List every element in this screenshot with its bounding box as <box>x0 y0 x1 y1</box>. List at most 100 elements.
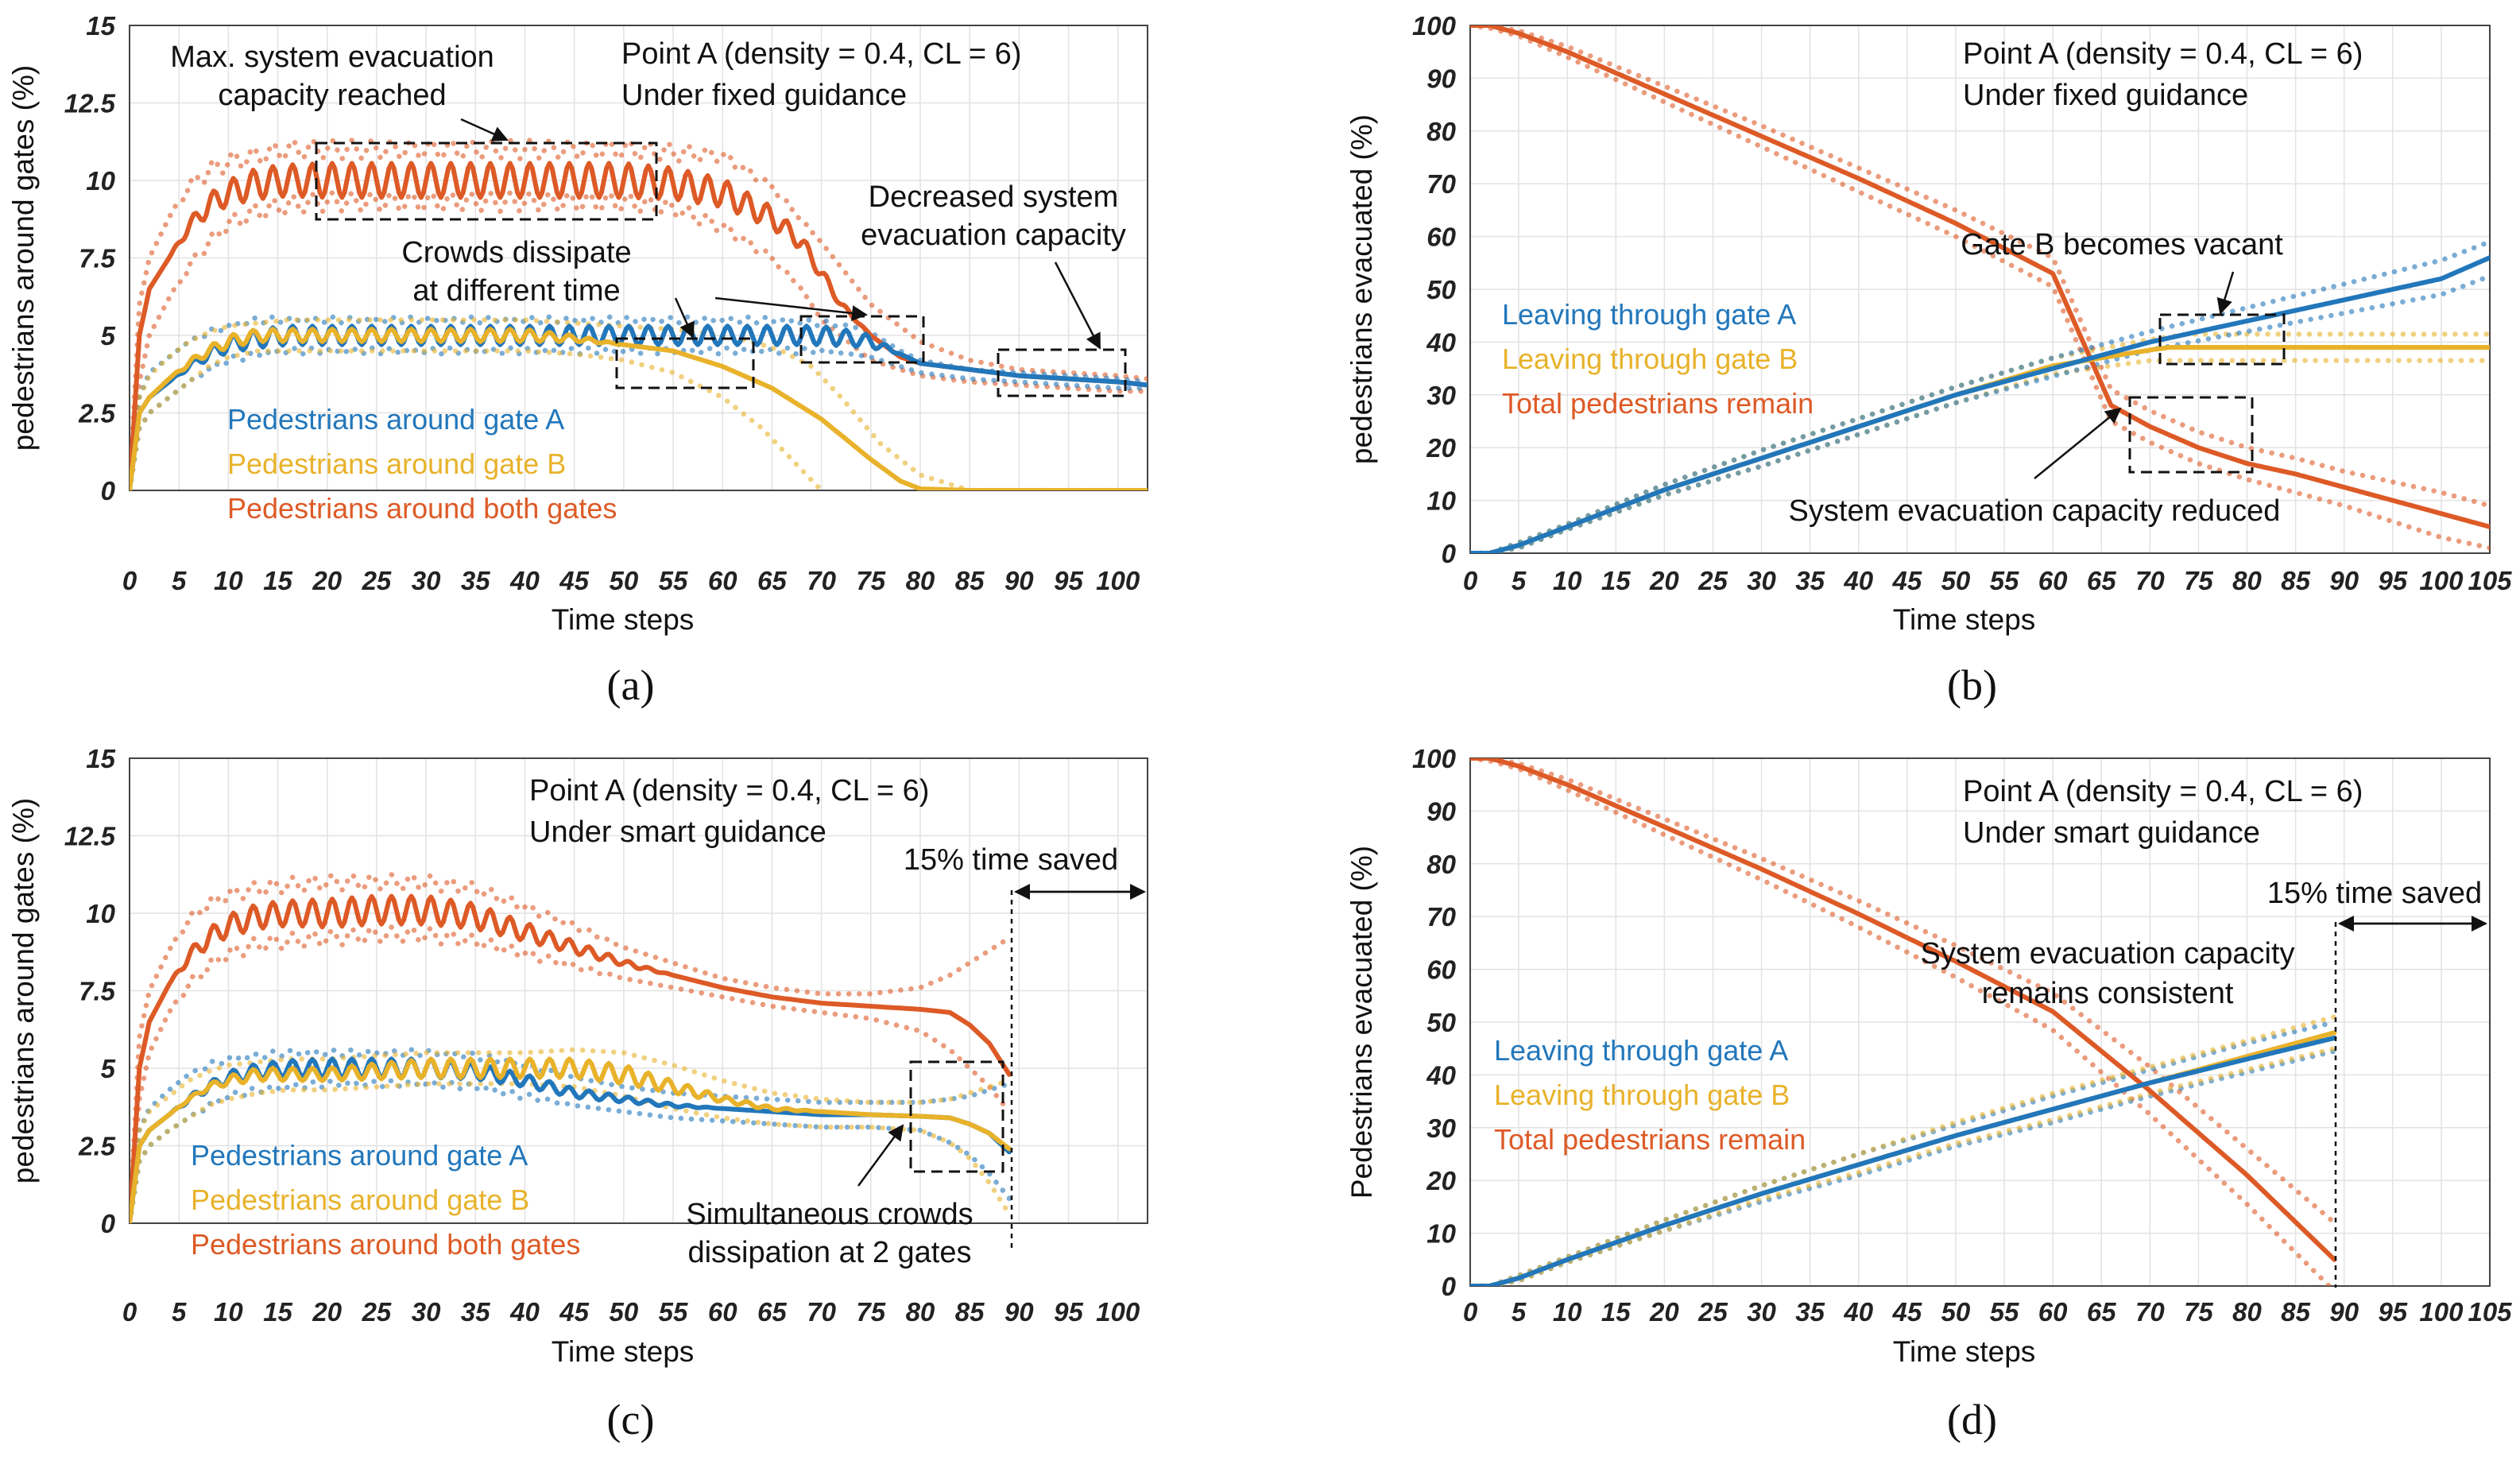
band-line-b-lower <box>130 1081 1012 1223</box>
y-tick-label: 70 <box>1426 902 1456 932</box>
y-tick-label: 12.5 <box>64 822 116 851</box>
y-tick-label: 2.5 <box>78 399 116 428</box>
legend-entry: Leaving through gate B <box>1494 1079 1790 1111</box>
panel-label: (a) <box>607 661 655 709</box>
series-line-leaving-through-gate-a <box>1470 1035 2337 1286</box>
x-tick-label: 25 <box>1697 566 1728 595</box>
x-tick-label: 20 <box>312 566 342 595</box>
chart-subtitle: Under smart guidance <box>1963 816 2260 850</box>
y-tick-label: 2.5 <box>78 1132 116 1161</box>
x-tick-label: 70 <box>807 566 836 595</box>
x-tick-label: 105 <box>2468 1297 2512 1327</box>
legend-entry: Total pedestrians remain <box>1494 1123 1806 1156</box>
annotation-text: 15% time saved <box>904 843 1118 877</box>
band-line-b-upper <box>130 317 1148 490</box>
y-tick-label: 80 <box>1426 117 1456 146</box>
x-axis-label: Time steps <box>552 1335 695 1368</box>
annotation-arrow <box>674 297 695 339</box>
annotation-arrow <box>460 118 509 141</box>
x-tick-label: 55 <box>659 566 688 595</box>
legend-entry: Pedestrians around gate A <box>227 403 564 436</box>
y-tick-label: 15 <box>86 11 115 41</box>
band-line-a-lower <box>1470 1048 2337 1286</box>
x-tick-label: 30 <box>1747 1297 1776 1327</box>
annotation-text: Decreased system <box>869 180 1119 214</box>
annotation-text: at different time <box>412 274 620 308</box>
dashed-highlight-box <box>2128 396 2254 474</box>
x-tick-label: 45 <box>559 566 589 595</box>
x-tick-label: 55 <box>1990 566 2019 595</box>
annotation-text: dissipation at 2 gates <box>687 1236 971 1269</box>
dashed-highlight-box <box>315 141 658 221</box>
x-tick-label: 10 <box>214 1297 243 1327</box>
x-tick-label: 95 <box>1054 566 1083 595</box>
x-tick-label: 65 <box>757 1297 787 1327</box>
x-tick-label: 0 <box>122 1297 137 1327</box>
x-tick-label: 0 <box>122 566 137 595</box>
x-tick-label: 45 <box>1891 1297 1922 1327</box>
legend-entry: Pedestrians around gate B <box>227 447 566 480</box>
band-line-a-lower <box>1470 273 2490 553</box>
x-tick-label: 55 <box>659 1297 688 1327</box>
y-tick-label: 60 <box>1426 955 1456 985</box>
x-tick-label: 60 <box>708 566 737 595</box>
chart-panel-d: 0 5 10 15 20 25 30 35 40 45 50 55 60 65 70 75 80 85 90 95 10… <box>1345 744 2512 1443</box>
x-tick-label: 60 <box>2038 566 2068 595</box>
annotation-arrow <box>2034 407 2122 479</box>
annotation-text: Max. system evacuation <box>170 41 494 74</box>
chart-panel-b: 0 5 10 15 20 25 30 35 40 45 50 55 60 65 70 75 80 85 90 95 10… <box>1345 11 2512 709</box>
x-tick-label: 30 <box>1747 566 1776 595</box>
x-tick-label: 5 <box>1512 566 1527 595</box>
x-tick-label: 65 <box>2087 566 2116 595</box>
series-group-b <box>1470 25 2490 553</box>
chart-title: Point A (density = 0.4, CL = 6) <box>1963 37 2363 71</box>
x-tick-label: 90 <box>1005 1297 1034 1327</box>
y-tick-label: 10 <box>1426 1219 1456 1249</box>
x-axis-label: Time steps <box>1893 1335 2036 1368</box>
band-line-b-lower <box>1470 1045 2337 1286</box>
x-tick-label: 60 <box>708 1297 737 1327</box>
x-tick-label: 35 <box>461 1297 490 1327</box>
x-tick-label: 30 <box>412 566 441 595</box>
chart-subtitle: Under fixed guidance <box>621 79 907 112</box>
x-tick-label: 95 <box>2378 566 2407 595</box>
annotation-arrow <box>2216 271 2235 315</box>
x-tick-label: 90 <box>2329 566 2359 595</box>
annotation-text: Crowds dissipate <box>401 236 631 269</box>
legend-entry: Pedestrians around gate B <box>191 1183 529 1216</box>
x-tick-label: 45 <box>559 1297 589 1327</box>
x-tick-label: 20 <box>1649 1297 1679 1327</box>
y-tick-label: 10 <box>86 166 115 196</box>
x-tick-label: 75 <box>2184 1297 2213 1327</box>
y-tick-label: 90 <box>1426 64 1456 93</box>
chart-title: Point A (density = 0.4, CL = 6) <box>1963 775 2363 808</box>
band-line-both-lower <box>130 190 1148 490</box>
x-tick-label: 100 <box>1096 1297 1140 1327</box>
x-tick-label: 35 <box>1795 566 1825 595</box>
x-tick-label: 35 <box>1795 1297 1825 1327</box>
dashed-highlight-box <box>615 337 755 389</box>
y-tick-label: 80 <box>1426 850 1456 879</box>
x-tick-label: 105 <box>2468 566 2512 595</box>
y-tick-label: 5 <box>101 321 116 351</box>
y-tick-label: 50 <box>1426 275 1456 304</box>
annotation-text: System evacuation capacity <box>1920 937 2294 970</box>
series-line-pedestrians-around-both-gates <box>130 893 1012 1223</box>
x-tick-label: 50 <box>609 1297 638 1327</box>
panel-label: (d) <box>1947 1396 1997 1443</box>
x-tick-label: 15 <box>1601 566 1631 595</box>
series-line-total-pedestrians-remain <box>1470 25 2490 529</box>
x-tick-label: 40 <box>509 566 540 595</box>
y-tick-label: 90 <box>1426 796 1456 826</box>
y-tick-label: 0 <box>1442 539 1457 568</box>
y-tick-label: 50 <box>1426 1008 1456 1037</box>
x-tick-label: 85 <box>955 566 985 595</box>
x-tick-label: 55 <box>1990 1297 2019 1327</box>
series-line-leaving-through-gate-a <box>1470 255 2490 553</box>
x-tick-label: 45 <box>1891 566 1922 595</box>
y-tick-label: 0 <box>1442 1272 1457 1301</box>
x-tick-label: 40 <box>509 1297 540 1327</box>
x-tick-label: 25 <box>1697 1297 1728 1327</box>
chart-title: Point A (density = 0.4, CL = 6) <box>529 774 929 808</box>
x-tick-label: 15 <box>1601 1297 1631 1327</box>
